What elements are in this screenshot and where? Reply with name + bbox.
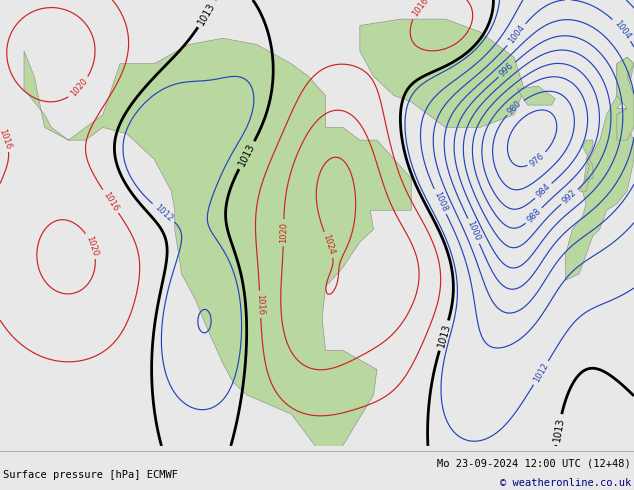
Polygon shape xyxy=(360,19,524,127)
Polygon shape xyxy=(617,57,634,140)
Text: 1004: 1004 xyxy=(507,24,526,46)
Text: 996: 996 xyxy=(498,61,515,78)
Text: 976: 976 xyxy=(528,151,547,168)
Text: 1013: 1013 xyxy=(552,416,566,442)
Text: 1013: 1013 xyxy=(196,0,217,27)
Polygon shape xyxy=(24,38,411,459)
Text: 1012: 1012 xyxy=(532,362,550,384)
Text: 1016: 1016 xyxy=(410,0,430,19)
Text: 988: 988 xyxy=(525,207,543,225)
Polygon shape xyxy=(566,57,634,280)
Text: 1016: 1016 xyxy=(255,294,265,315)
Text: 992: 992 xyxy=(561,188,578,206)
Text: 1016: 1016 xyxy=(101,190,120,213)
Text: Mo 23-09-2024 12:00 UTC (12+48): Mo 23-09-2024 12:00 UTC (12+48) xyxy=(437,458,631,468)
Text: 1020: 1020 xyxy=(84,234,100,257)
Text: 1008: 1008 xyxy=(432,190,448,213)
Text: 1020: 1020 xyxy=(69,77,90,98)
Text: 1020: 1020 xyxy=(279,222,288,243)
Text: 1004: 1004 xyxy=(612,19,632,41)
Text: Surface pressure [hPa] ECMWF: Surface pressure [hPa] ECMWF xyxy=(3,470,178,480)
Text: 1013: 1013 xyxy=(436,322,452,349)
Polygon shape xyxy=(517,86,555,105)
Text: 1000: 1000 xyxy=(465,220,482,243)
Text: 1013: 1013 xyxy=(236,142,257,168)
Text: © weatheronline.co.uk: © weatheronline.co.uk xyxy=(500,478,631,488)
Text: 1024: 1024 xyxy=(321,233,336,256)
Polygon shape xyxy=(579,140,593,191)
Text: 1012: 1012 xyxy=(153,202,174,223)
Text: 984: 984 xyxy=(534,182,552,199)
Text: 980: 980 xyxy=(506,98,524,116)
Text: 1016: 1016 xyxy=(0,127,13,150)
